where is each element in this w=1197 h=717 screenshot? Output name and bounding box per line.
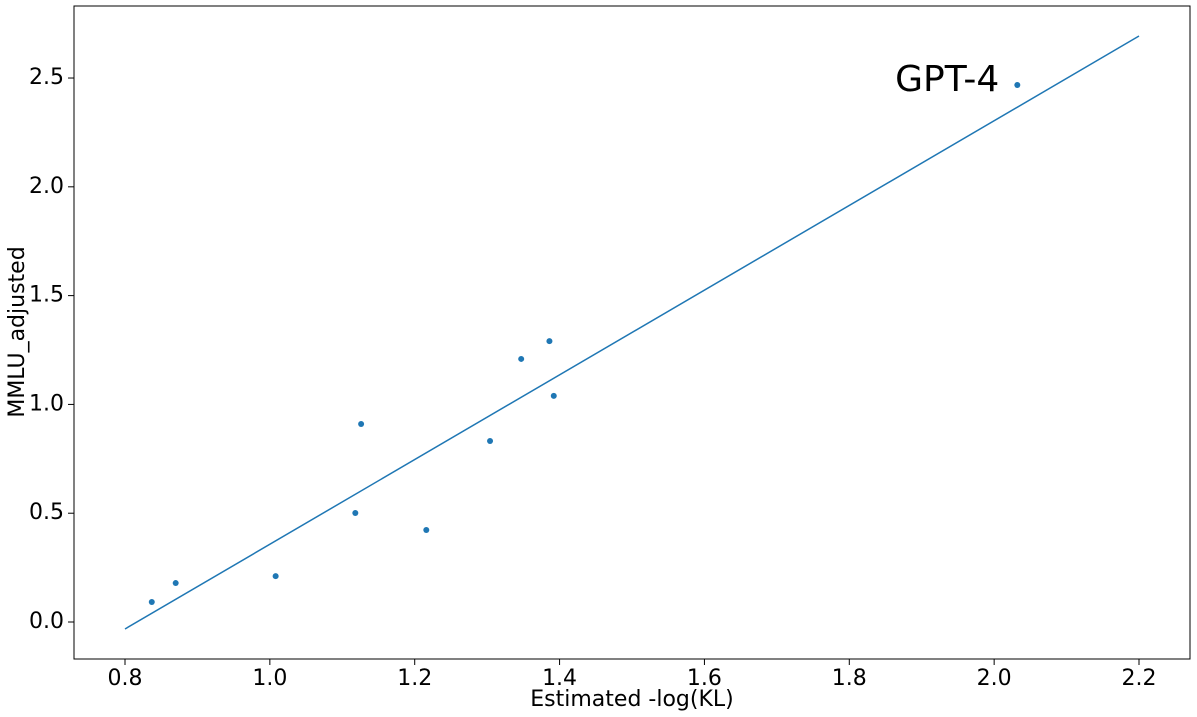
x-tick-label: 1.8 [832,666,867,691]
data-point [546,338,553,345]
y-tick-label: 2.0 [29,174,64,199]
y-tick-label: 1.0 [29,391,64,416]
data-point [550,392,557,399]
x-axis-label: Estimated -log(KL) [530,687,733,712]
data-point [487,437,494,444]
data-point [1014,81,1021,88]
data-point [352,509,359,516]
data-point [423,526,430,533]
fit-line [124,35,1140,630]
y-axis-label: MMLU_adjusted [5,246,30,417]
x-tick-label: 1.4 [542,666,577,691]
plot-frame [73,5,1191,660]
data-point [272,573,279,580]
annotation: GPT-4 [895,59,999,100]
x-tick-label: 2.2 [1122,666,1157,691]
x-tick-label: 1.6 [687,666,722,691]
y-tick-label: 0.5 [29,500,64,525]
x-tick-label: 1.2 [397,666,432,691]
x-tick-label: 0.8 [107,666,142,691]
y-tick-label: 2.5 [29,65,64,90]
y-tick-label: 0.0 [29,609,64,634]
data-point [518,355,525,362]
x-tick-label: 2.0 [977,666,1012,691]
y-tick-label: 1.5 [29,283,64,308]
data-point [172,580,179,587]
data-point [148,598,155,605]
x-tick-label: 1.0 [252,666,287,691]
data-point [358,420,365,427]
